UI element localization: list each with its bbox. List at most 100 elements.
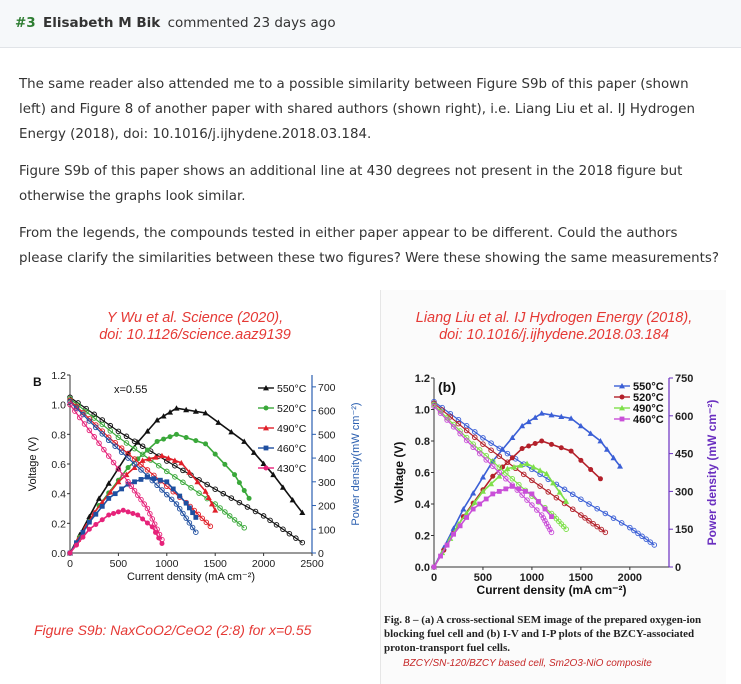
y-tick-label: 0.8: [51, 429, 66, 441]
iv-point-460: [534, 507, 540, 513]
iv-point-460: [99, 431, 106, 437]
power-point-460: [529, 491, 535, 497]
iv-point-550: [651, 542, 658, 548]
power-point-430: [130, 510, 136, 516]
power-point-490: [488, 480, 495, 487]
power-point-460: [132, 479, 137, 485]
power-point-430: [115, 509, 121, 515]
legend-label-550: 550°C: [277, 383, 307, 395]
power-point-430: [159, 541, 165, 547]
iv-point-520: [222, 509, 228, 515]
iv-point-520: [139, 451, 146, 458]
comment-timestamp[interactable]: commented 23 days ago: [167, 15, 336, 31]
iv-point-460: [431, 403, 437, 410]
power-point-430: [111, 510, 117, 516]
iv-point-550: [627, 524, 633, 531]
x-tick-label: 1500: [569, 572, 593, 584]
iv-point-550: [172, 462, 178, 469]
x-tick-label: 2000: [252, 558, 276, 570]
power-point-490: [158, 452, 165, 459]
power-point-460: [80, 530, 86, 535]
fig8-caption: Fig. 8 – (a) A cross-sectional SEM image…: [384, 614, 702, 654]
legend-label-490: 490°C: [633, 403, 664, 415]
iv-point-550: [455, 416, 462, 423]
power-point-490: [139, 457, 146, 463]
iv-line-520: [433, 402, 606, 533]
iv-point-520: [172, 474, 178, 480]
legend-marker-430: [263, 465, 269, 471]
iv-point-460: [450, 424, 457, 430]
iv-point-460: [118, 449, 125, 455]
power-point-520: [161, 436, 167, 442]
iv-point-520: [594, 523, 600, 530]
power-point-550: [144, 428, 151, 434]
power-point-490: [131, 464, 138, 470]
iv-point-520: [553, 494, 560, 501]
power-point-490: [510, 464, 517, 470]
author-link[interactable]: Elisabeth M Bik: [43, 15, 161, 31]
iv-point-430: [115, 466, 122, 472]
y-axis-label: Voltage (V): [392, 442, 406, 504]
iv-point-460: [159, 487, 165, 493]
power-point-490: [186, 469, 193, 475]
iv-point-490: [199, 515, 206, 522]
power-point-550: [289, 496, 296, 503]
iv-point-490: [144, 467, 151, 473]
power-point-520: [588, 467, 594, 473]
power-point-550: [603, 446, 610, 452]
iv-point-430: [131, 487, 138, 494]
power-point-550: [460, 506, 467, 512]
right-chart: 0 500 1000 1500 2000 0.0 0.2 0.4 0.6 0.8 1.0 1.2 0 15…: [392, 373, 719, 597]
iv-point-460: [131, 461, 138, 467]
iv-point-430: [105, 453, 112, 459]
power-point-490: [563, 498, 570, 504]
power-point-490: [447, 535, 454, 541]
power-point-520: [490, 473, 496, 479]
y-tick-label: 0.6: [51, 459, 66, 471]
power-point-550: [105, 480, 112, 486]
iv-point-460: [138, 467, 144, 473]
comment-body: The same reader also attended me to a po…: [19, 72, 719, 283]
panel-label: (b): [438, 379, 456, 395]
power-point-520: [144, 447, 150, 453]
power-point-550: [568, 415, 575, 421]
iv-point-520: [488, 447, 494, 453]
power-point-460: [86, 519, 92, 525]
iv-point-520: [578, 512, 584, 518]
iv-point-520: [586, 518, 592, 524]
power-point-520: [183, 434, 189, 440]
iv-point-520: [545, 489, 551, 495]
iv-point-520: [602, 529, 609, 536]
power-point-460: [151, 476, 157, 482]
y-tick-label: 0.0: [51, 548, 66, 560]
comment-header: #3 Elisabeth M Bik commented 23 days ago: [0, 0, 741, 48]
power-point-430: [67, 550, 73, 556]
y-tick-label: 0.4: [51, 489, 66, 501]
power-point-490: [202, 488, 209, 494]
comment-number-link[interactable]: #3: [15, 15, 36, 31]
legend-marker-460: [263, 445, 269, 451]
iv-point-460: [67, 398, 73, 405]
iv-point-460: [519, 492, 525, 498]
y2-tick-label: 500: [318, 429, 336, 441]
y-tick-label: 1.0: [415, 405, 430, 417]
power-point-460: [477, 501, 483, 507]
power-point-550: [154, 417, 161, 423]
power-point-460: [183, 500, 189, 506]
power-point-430: [106, 512, 112, 518]
iv-point-460: [173, 501, 180, 507]
y-tick-label: 0.6: [415, 468, 430, 480]
legend-label-460: 460°C: [633, 414, 664, 426]
power-point-430: [153, 529, 159, 535]
legend-marker-550: [619, 383, 625, 389]
power-point-460: [106, 496, 112, 501]
right-figure-caption: Liang Liu et al. IJ Hydrogen Energy (201…: [381, 310, 727, 344]
iv-point-520: [180, 479, 186, 486]
iv-point-550: [643, 536, 649, 542]
iv-line-550: [433, 401, 655, 546]
power-point-460: [112, 491, 118, 497]
x-tick-label: 1500: [204, 558, 228, 570]
iv-point-550: [586, 501, 592, 507]
power-point-550: [538, 410, 545, 416]
iv-point-550: [647, 539, 653, 545]
